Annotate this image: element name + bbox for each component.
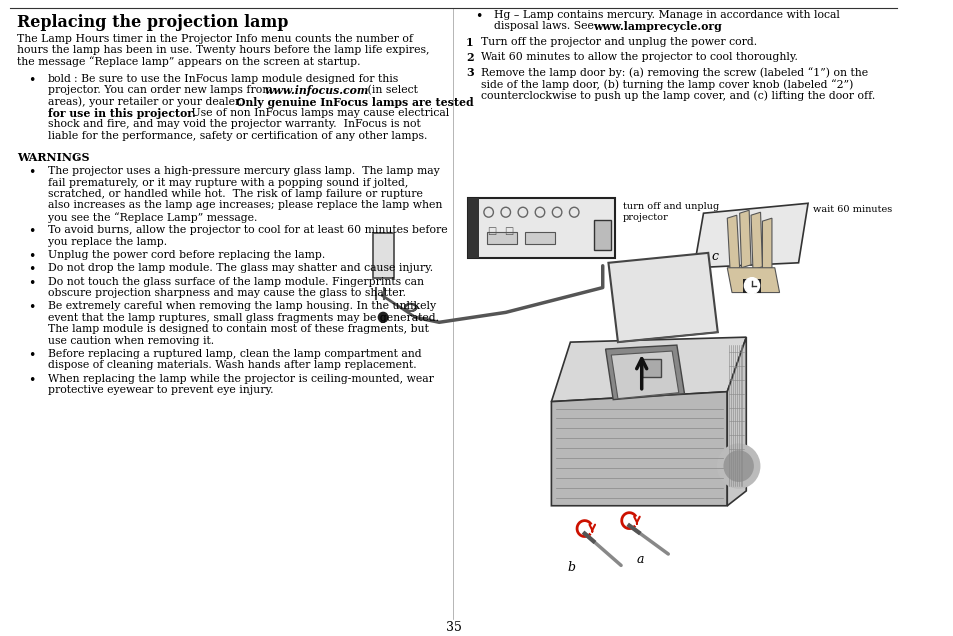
Polygon shape: [750, 212, 761, 270]
Text: www.lamprecycle.org: www.lamprecycle.org: [592, 22, 720, 32]
Circle shape: [378, 312, 388, 322]
Bar: [373, 233, 394, 278]
Text: Be extremely careful when removing the lamp housing. In the unlikely: Be extremely careful when removing the l…: [48, 301, 436, 312]
Text: event that the lamp ruptures, small glass fragments may be generated.: event that the lamp ruptures, small glas…: [48, 313, 438, 323]
Polygon shape: [551, 337, 745, 401]
Text: •: •: [29, 374, 36, 387]
Text: □: □: [486, 226, 496, 236]
Text: (in select: (in select: [363, 85, 417, 95]
Polygon shape: [608, 253, 717, 342]
Text: Wait 60 minutes to allow the projector to cool thoroughly.: Wait 60 minutes to allow the projector t…: [480, 52, 797, 62]
Polygon shape: [605, 345, 683, 399]
Text: Hg – Lamp contains mercury. Manage in accordance with local: Hg – Lamp contains mercury. Manage in ac…: [494, 10, 840, 20]
Text: Unplug the power cord before replacing the lamp.: Unplug the power cord before replacing t…: [48, 250, 324, 260]
Text: www.infocus.com: www.infocus.com: [264, 85, 368, 96]
Text: obscure projection sharpness and may cause the glass to shatter.: obscure projection sharpness and may cau…: [48, 288, 405, 298]
Polygon shape: [551, 392, 726, 506]
Text: hours the lamp has been in use. Twenty hours before the lamp life expires,: hours the lamp has been in use. Twenty h…: [17, 45, 429, 55]
Text: The projector uses a high-pressure mercury glass lamp.  The lamp may: The projector uses a high-pressure mercu…: [48, 166, 438, 176]
Polygon shape: [761, 218, 771, 271]
Text: 1: 1: [465, 37, 473, 48]
Text: To avoid burns, allow the projector to cool for at least 60 minutes before: To avoid burns, allow the projector to c…: [48, 225, 447, 235]
Text: Turn off the projector and unplug the power cord.: Turn off the projector and unplug the po…: [480, 37, 757, 46]
Circle shape: [722, 450, 753, 482]
Polygon shape: [739, 211, 750, 268]
Circle shape: [717, 445, 759, 488]
Text: •: •: [29, 301, 36, 314]
Bar: [641, 359, 660, 377]
Polygon shape: [726, 215, 739, 271]
Text: .: .: [715, 22, 718, 31]
Bar: [594, 220, 611, 250]
Text: wait 60 minutes: wait 60 minutes: [812, 205, 891, 214]
Text: 2: 2: [465, 52, 473, 63]
Text: protective eyewear to prevent eye injury.: protective eyewear to prevent eye injury…: [48, 385, 273, 395]
Text: •: •: [29, 277, 36, 289]
Bar: [486, 232, 517, 244]
Text: disposal laws. See: disposal laws. See: [494, 22, 598, 31]
Text: you replace the lamp.: you replace the lamp.: [48, 237, 167, 247]
Bar: [524, 232, 555, 244]
Text: Replacing the projection lamp: Replacing the projection lamp: [17, 14, 288, 31]
Text: Do not drop the lamp module. The glass may shatter and cause injury.: Do not drop the lamp module. The glass m…: [48, 263, 433, 273]
Polygon shape: [693, 204, 807, 268]
Text: areas), your retailer or your dealer.: areas), your retailer or your dealer.: [48, 97, 245, 107]
Text: Use of non InFocus lamps may cause electrical: Use of non InFocus lamps may cause elect…: [188, 108, 449, 118]
Text: also increases as the lamp age increases; please replace the lamp when: also increases as the lamp age increases…: [48, 200, 441, 211]
Text: for use in this projector.: for use in this projector.: [48, 108, 195, 119]
Text: •: •: [29, 250, 36, 263]
Text: fail prematurely, or it may rupture with a popping sound if jolted,: fail prematurely, or it may rupture with…: [48, 177, 408, 188]
Text: 3: 3: [465, 67, 473, 78]
Text: □: □: [503, 226, 513, 236]
Text: •: •: [29, 74, 36, 87]
Text: projector: projector: [622, 213, 668, 222]
Polygon shape: [726, 337, 745, 506]
Text: a: a: [637, 553, 644, 566]
Bar: [467, 198, 478, 258]
Text: •: •: [475, 10, 482, 23]
Text: Before replacing a ruptured lamp, clean the lamp compartment and: Before replacing a ruptured lamp, clean …: [48, 349, 420, 359]
Text: •: •: [29, 166, 36, 179]
Text: •: •: [29, 263, 36, 276]
Circle shape: [743, 278, 759, 294]
Bar: [467, 198, 615, 258]
Text: bold: bold: [48, 74, 71, 84]
Text: Only genuine InFocus lamps are tested: Only genuine InFocus lamps are tested: [235, 97, 473, 107]
Text: liable for the performance, safety or certification of any other lamps.: liable for the performance, safety or ce…: [48, 131, 426, 141]
Text: The Lamp Hours timer in the Projector Info menu counts the number of: The Lamp Hours timer in the Projector In…: [17, 34, 413, 44]
Text: WARNINGS: WARNINGS: [17, 152, 90, 163]
Text: turn off and unplug: turn off and unplug: [622, 202, 719, 211]
Text: •: •: [29, 349, 36, 362]
Text: shock and fire, and may void the projector warranty.  InFocus is not: shock and fire, and may void the project…: [48, 120, 420, 130]
Polygon shape: [726, 268, 779, 293]
Text: c: c: [710, 250, 718, 263]
Bar: [742, 279, 760, 293]
Text: Do not touch the glass surface of the lamp module. Fingerprints can: Do not touch the glass surface of the la…: [48, 277, 423, 287]
Text: :: :: [76, 152, 80, 162]
Text: b: b: [567, 562, 575, 574]
Text: scratched, or handled while hot.  The risk of lamp failure or rupture: scratched, or handled while hot. The ris…: [48, 189, 422, 199]
Text: 35: 35: [445, 621, 461, 634]
Text: Remove the lamp door by: (a) removing the screw (labeled “1”) on the: Remove the lamp door by: (a) removing th…: [480, 67, 867, 78]
Text: the message “Replace lamp” appears on the screen at startup.: the message “Replace lamp” appears on th…: [17, 57, 360, 67]
Text: you see the “Replace Lamp” message.: you see the “Replace Lamp” message.: [48, 212, 256, 223]
Polygon shape: [611, 351, 679, 399]
Text: The lamp module is designed to contain most of these fragments, but: The lamp module is designed to contain m…: [48, 324, 428, 335]
Text: projector. You can order new lamps from: projector. You can order new lamps from: [48, 85, 275, 95]
Text: •: •: [29, 225, 36, 238]
Text: side of the lamp door, (b) turning the lamp cover knob (labeled “2”): side of the lamp door, (b) turning the l…: [480, 79, 853, 90]
Text: When replacing the lamp while the projector is ceiling-mounted, wear: When replacing the lamp while the projec…: [48, 374, 433, 384]
Text: counterclockwise to push up the lamp cover, and (c) lifting the door off.: counterclockwise to push up the lamp cov…: [480, 90, 874, 100]
Text: use caution when removing it.: use caution when removing it.: [48, 336, 213, 346]
Text: : Be sure to use the InFocus lamp module designed for this: : Be sure to use the InFocus lamp module…: [73, 74, 397, 84]
Text: dispose of cleaning materials. Wash hands after lamp replacement.: dispose of cleaning materials. Wash hand…: [48, 361, 416, 371]
